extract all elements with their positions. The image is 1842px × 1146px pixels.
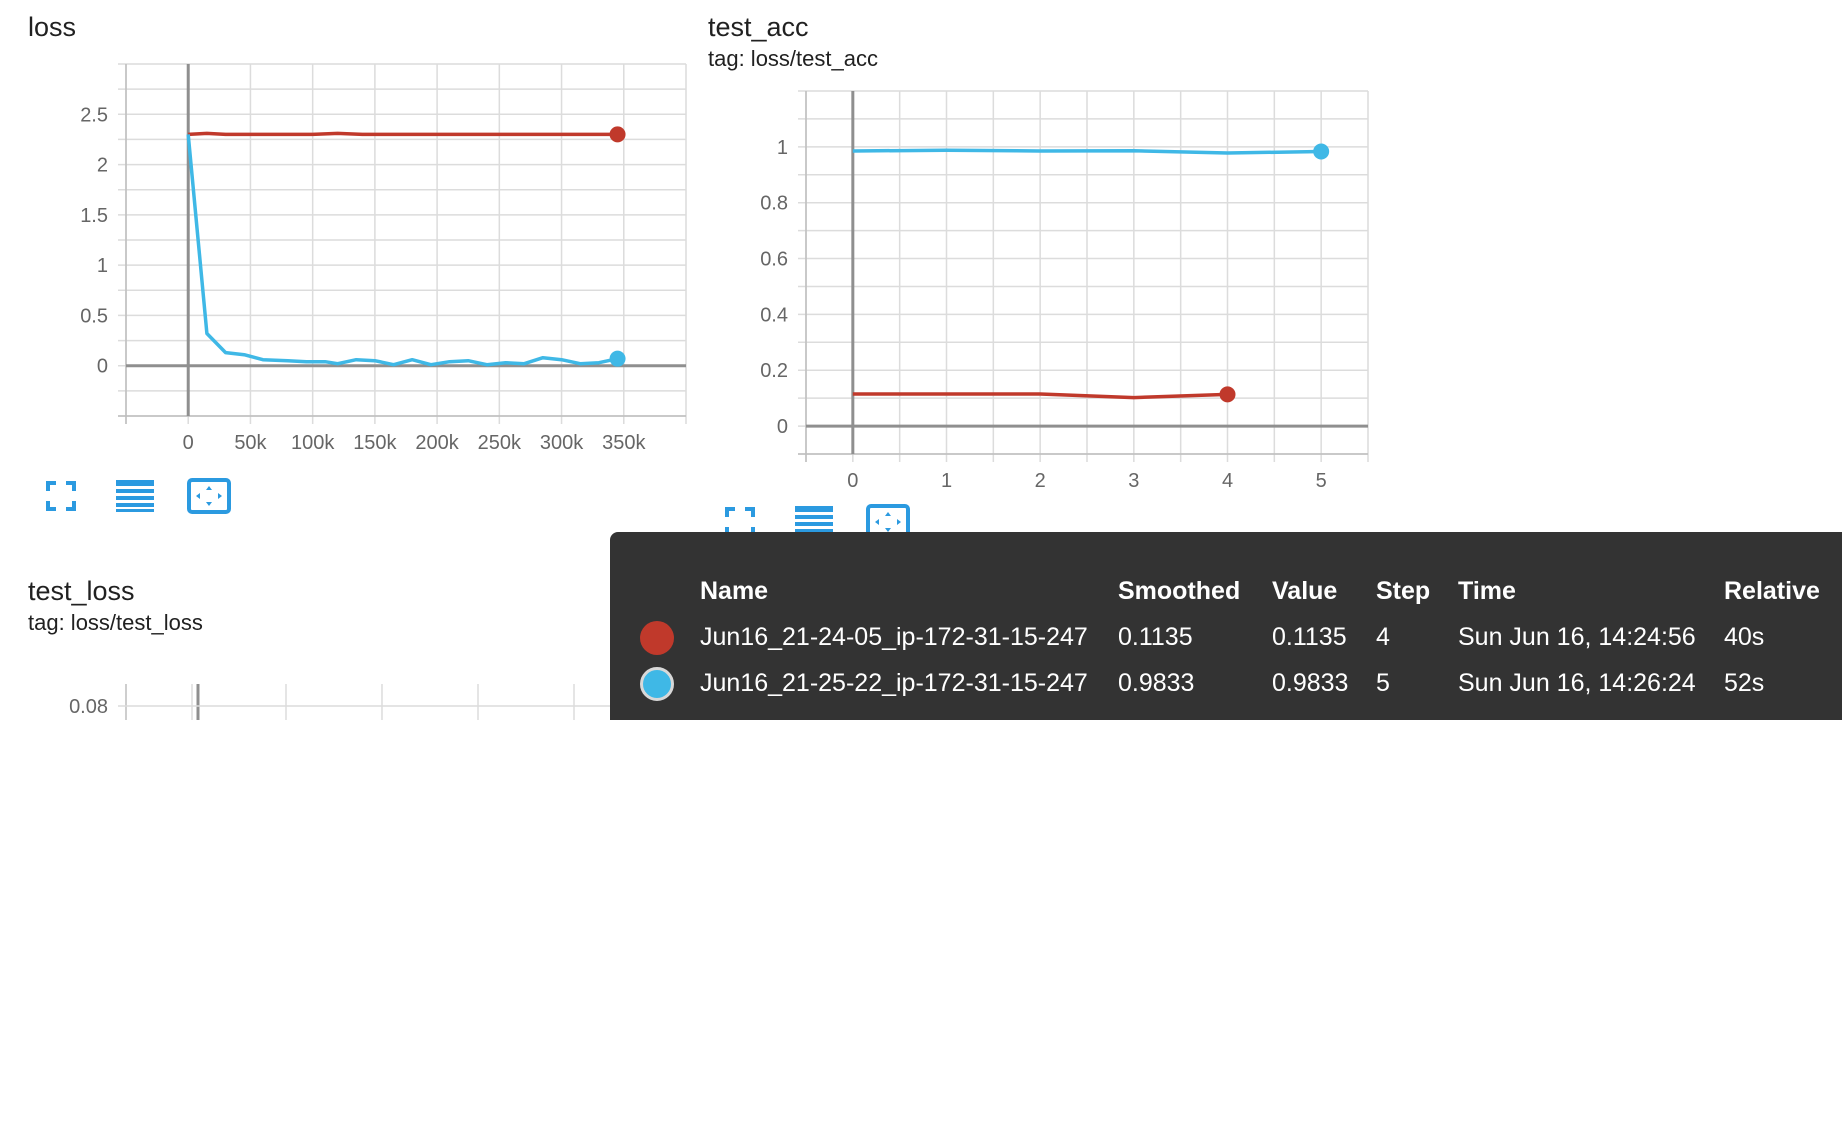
run-color-dot	[640, 667, 674, 701]
test-acc-series-end-point-1	[1219, 386, 1236, 403]
loss-data-table-button[interactable]	[112, 476, 158, 516]
loss-y-tick-label: 0	[97, 356, 108, 378]
run-name: Jun16_21-24-05_ip-172-31-15-247	[700, 623, 1088, 651]
tooltip-header-row	[610, 1100, 1842, 1146]
loss-y-tick-label: 2.5	[80, 104, 108, 126]
loss-x-tick-label: 200k	[415, 432, 459, 454]
test-loss-chart-title: test_loss	[28, 576, 135, 606]
test-acc-y-tick-label: 0.4	[760, 304, 788, 326]
step-value: 4	[1376, 623, 1390, 651]
test-acc-x-tick-label: 4	[1222, 470, 1233, 492]
tooltip-header-time: Time	[1458, 577, 1516, 605]
tooltip-row: Jun16_21-25-22_ip-172-31-15-247 0.9833 0…	[610, 660, 1842, 706]
raw-value: 0.9833	[1272, 669, 1349, 697]
tooltip-row: Jun16_21-24-05_ip-172-31-15-247 0.1135 0…	[610, 614, 1842, 660]
test-acc-x-tick-label: 5	[1316, 470, 1327, 492]
loss-series-end-point-2	[609, 350, 626, 367]
relative-value: 40s	[1724, 623, 1765, 651]
loss-fullscreen-button[interactable]	[38, 476, 84, 516]
loss-fit-domain-button[interactable]	[186, 476, 232, 516]
test-acc-y-tick-label: 0.6	[760, 249, 788, 271]
smoothed-value: 0.9833	[1118, 669, 1195, 697]
loss-x-tick-label: 300k	[540, 432, 584, 454]
loss-chart-title: loss	[28, 12, 77, 42]
test-acc-series-line-1	[852, 392, 1228, 400]
test-acc-x-tick-label: 2	[1035, 470, 1046, 492]
test-acc-x-tick-label: 0	[847, 470, 858, 492]
test-acc-chart-tag: tag: loss/test_acc	[708, 46, 878, 71]
loss-y-tick-label: 2	[97, 155, 108, 177]
tooltip-header-smoothed: Smoothed	[1118, 577, 1241, 605]
smoothed-value: 0.1135	[1118, 623, 1193, 651]
loss-chart-toolbar	[38, 476, 232, 516]
test-acc-chart-title: test_acc	[708, 12, 809, 42]
loss-x-tick-label: 50k	[234, 432, 267, 454]
test-acc-y-tick-label: 1	[777, 137, 788, 159]
run-color-dot	[640, 621, 674, 655]
step-value: 5	[1376, 669, 1390, 697]
loss-x-tick-label: 100k	[291, 432, 335, 454]
data-table-icon	[116, 480, 154, 512]
charts-canvas: 0 50k 100k 150k 200k 250k 300k 350k 0 0.5 1 1.5 2 2.5…	[69, 63, 1369, 720]
time-value: Sun Jun 16, 14:26:24	[1458, 669, 1696, 697]
loss-y-tick-label: 1	[97, 255, 108, 277]
fullscreen-icon	[46, 481, 76, 511]
tooltip-header-name: Name	[700, 577, 769, 605]
test-acc-x-tick-label: 1	[941, 470, 952, 492]
tooltip-header-value: Value	[1272, 577, 1338, 605]
fit-domain-icon	[187, 478, 231, 514]
loss-series-end-point-1	[609, 126, 626, 143]
loss-x-tick-label: 350k	[602, 432, 646, 454]
loss-y-tick-label: 1.5	[80, 205, 108, 227]
fullscreen-icon	[725, 507, 755, 537]
loss-x-tick-label: 0	[183, 432, 194, 454]
raw-value: 0.1135	[1272, 623, 1347, 651]
test-loss-y-tick-label: 0.08	[69, 696, 108, 718]
run-name: Jun16_21-25-22_ip-172-31-15-247	[700, 669, 1088, 697]
test-acc-y-tick-label: 0.2	[760, 360, 788, 382]
tooltip-header-relative: Relative	[1724, 577, 1820, 605]
test-acc-series-line-2	[852, 148, 1322, 155]
test-acc-y-tick-label: 0.8	[760, 193, 788, 215]
test-acc-y-tick-label: 0	[777, 416, 788, 438]
tooltip-header-step: Step	[1376, 577, 1431, 605]
loss-y-tick-label: 0.5	[80, 305, 108, 327]
test-acc-series-end-point-2	[1313, 143, 1330, 160]
loss-series-line-2	[186, 134, 618, 367]
time-value: Sun Jun 16, 14:24:56	[1458, 623, 1696, 651]
loss-x-tick-label: 150k	[353, 432, 397, 454]
data-tooltip: Name Smoothed Value Step Time Relative J…	[610, 532, 1842, 720]
test-acc-x-tick-label: 3	[1128, 470, 1139, 492]
loss-x-tick-label: 250k	[478, 432, 522, 454]
relative-value: 52s	[1724, 669, 1765, 697]
loss-series-line-1	[188, 131, 618, 137]
test-acc-fullscreen-button[interactable]	[717, 502, 763, 542]
test-loss-chart-tag: tag: loss/test_loss	[28, 610, 203, 635]
tooltip-header: Name Smoothed Value Step Time Relative	[610, 568, 1842, 614]
